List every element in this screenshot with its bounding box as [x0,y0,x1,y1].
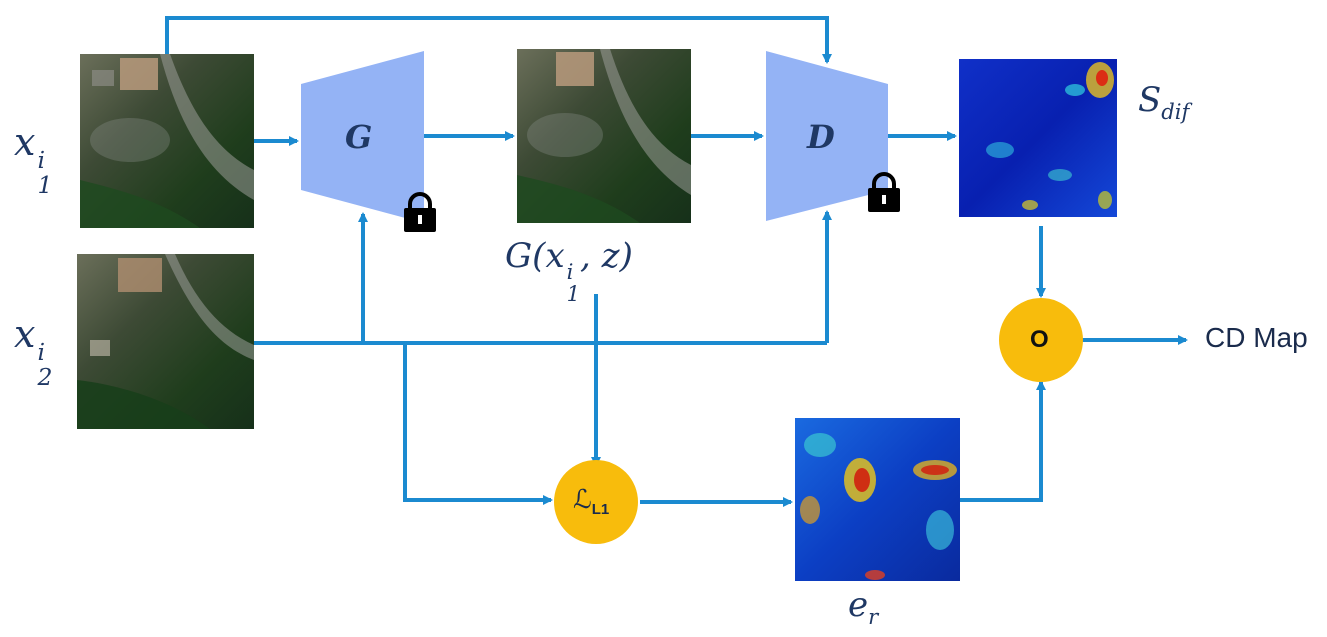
loss-node [554,460,638,544]
loss-label: ℒL1 [573,484,609,518]
error-label: er [848,585,879,629]
loss-symbol: ℒ [573,485,592,515]
score-label: Sdif [1138,80,1190,124]
fusion-node [999,298,1083,382]
fusion-label: O [1030,326,1049,353]
lock-icon [404,192,436,232]
score-heatmap-s-dif [959,59,1117,217]
arrow-x2-to-loss [403,343,553,505]
discriminator-block [766,51,888,221]
lock-icon [868,172,900,212]
input-image-x2 [77,254,254,429]
arrow-x1-to-discriminator-top [165,16,832,64]
generator-block [301,51,424,223]
error-heatmap-e-r [795,418,960,581]
output-label: CD Map [1205,322,1308,353]
loss-subscript: L1 [591,501,610,519]
generated-label: G(x i 1, z) [505,236,633,306]
generated-image [517,49,691,223]
generator-label: G [345,118,373,156]
arrow-error-to-fusion [960,380,1046,502]
input-image-x1 [80,54,254,228]
discriminator-label: D [807,118,835,156]
